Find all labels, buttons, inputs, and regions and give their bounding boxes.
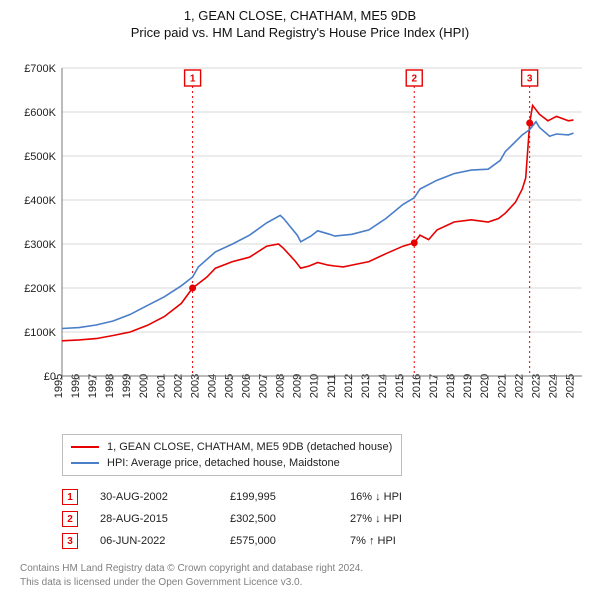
svg-text:2001: 2001 xyxy=(155,374,167,398)
svg-text:2020: 2020 xyxy=(479,374,491,398)
svg-text:£300K: £300K xyxy=(24,239,56,251)
svg-text:2010: 2010 xyxy=(309,374,321,398)
svg-text:£200K: £200K xyxy=(24,283,56,295)
chart: £0£100K£200K£300K£400K£500K£600K£700K199… xyxy=(10,46,590,426)
event-diff: 7% ↑ HPI xyxy=(350,535,440,547)
svg-text:2: 2 xyxy=(411,74,417,85)
svg-text:2007: 2007 xyxy=(258,374,270,398)
chart-svg: £0£100K£200K£300K£400K£500K£600K£700K199… xyxy=(10,46,590,426)
svg-text:2004: 2004 xyxy=(206,374,218,398)
legend: 1, GEAN CLOSE, CHATHAM, ME5 9DB (detache… xyxy=(62,434,402,476)
svg-text:2013: 2013 xyxy=(360,374,372,398)
event-badge: 3 xyxy=(62,533,78,549)
svg-text:£700K: £700K xyxy=(24,63,56,75)
chart-container: 1, GEAN CLOSE, CHATHAM, ME5 9DB Price pa… xyxy=(0,0,600,599)
legend-row: HPI: Average price, detached house, Maid… xyxy=(71,455,393,471)
footer-line2: This data is licensed under the Open Gov… xyxy=(20,576,590,590)
svg-text:2012: 2012 xyxy=(343,374,355,398)
svg-text:£400K: £400K xyxy=(24,195,56,207)
event-badge: 2 xyxy=(62,511,78,527)
svg-text:2000: 2000 xyxy=(138,374,150,398)
event-date: 30-AUG-2002 xyxy=(100,491,230,503)
event-price: £302,500 xyxy=(230,513,350,525)
svg-text:2019: 2019 xyxy=(462,374,474,398)
svg-text:2006: 2006 xyxy=(241,374,253,398)
svg-text:2014: 2014 xyxy=(377,374,389,398)
legend-swatch xyxy=(71,446,99,448)
title-subtitle: Price paid vs. HM Land Registry's House … xyxy=(10,25,590,40)
event-diff: 27% ↓ HPI xyxy=(350,513,440,525)
legend-label: HPI: Average price, detached house, Maid… xyxy=(107,457,340,469)
footer-line1: Contains HM Land Registry data © Crown c… xyxy=(20,562,590,576)
svg-text:2015: 2015 xyxy=(394,374,406,398)
svg-text:2024: 2024 xyxy=(547,374,559,398)
svg-text:2021: 2021 xyxy=(496,374,508,398)
svg-text:£500K: £500K xyxy=(24,151,56,163)
svg-text:1: 1 xyxy=(190,74,196,85)
event-row: 2 28-AUG-2015£302,50027% ↓ HPI xyxy=(62,508,590,530)
svg-text:2002: 2002 xyxy=(172,374,184,398)
svg-text:2016: 2016 xyxy=(411,374,423,398)
event-row: 1 30-AUG-2002£199,99516% ↓ HPI xyxy=(62,486,590,508)
legend-row: 1, GEAN CLOSE, CHATHAM, ME5 9DB (detache… xyxy=(71,439,393,455)
svg-text:2023: 2023 xyxy=(530,374,542,398)
event-badge: 1 xyxy=(62,489,78,505)
svg-text:£600K: £600K xyxy=(24,107,56,119)
svg-text:1997: 1997 xyxy=(87,374,99,398)
event-price: £575,000 xyxy=(230,535,350,547)
svg-text:2022: 2022 xyxy=(513,374,525,398)
svg-text:2008: 2008 xyxy=(275,374,287,398)
titles: 1, GEAN CLOSE, CHATHAM, ME5 9DB Price pa… xyxy=(10,8,590,40)
svg-text:2025: 2025 xyxy=(564,374,576,398)
svg-text:2011: 2011 xyxy=(326,374,338,398)
event-price: £199,995 xyxy=(230,491,350,503)
svg-text:2018: 2018 xyxy=(445,374,457,398)
title-address: 1, GEAN CLOSE, CHATHAM, ME5 9DB xyxy=(10,8,590,23)
legend-swatch xyxy=(71,462,99,464)
svg-text:2017: 2017 xyxy=(428,374,440,398)
svg-text:1996: 1996 xyxy=(70,374,82,398)
event-row: 3 06-JUN-2022£575,0007% ↑ HPI xyxy=(62,530,590,552)
event-date: 06-JUN-2022 xyxy=(100,535,230,547)
event-diff: 16% ↓ HPI xyxy=(350,491,440,503)
event-date: 28-AUG-2015 xyxy=(100,513,230,525)
svg-text:1995: 1995 xyxy=(53,374,65,398)
footer: Contains HM Land Registry data © Crown c… xyxy=(20,562,590,589)
svg-text:2009: 2009 xyxy=(292,374,304,398)
event-table: 1 30-AUG-2002£199,99516% ↓ HPI 2 28-AUG-201… xyxy=(62,486,590,552)
legend-label: 1, GEAN CLOSE, CHATHAM, ME5 9DB (detache… xyxy=(107,441,392,453)
svg-text:1999: 1999 xyxy=(121,374,133,398)
svg-text:1998: 1998 xyxy=(104,374,116,398)
svg-text:£100K: £100K xyxy=(24,327,56,339)
svg-text:2005: 2005 xyxy=(223,374,235,398)
svg-text:2003: 2003 xyxy=(189,374,201,398)
svg-text:3: 3 xyxy=(527,74,533,85)
